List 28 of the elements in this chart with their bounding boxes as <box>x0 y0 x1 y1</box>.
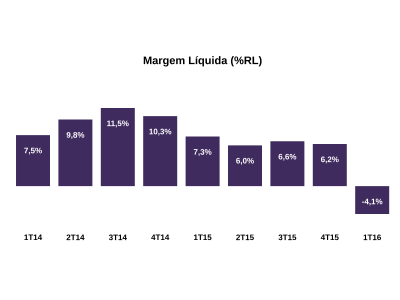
data-label: 6,6% <box>278 154 296 161</box>
x-tick-label: 3T14 <box>108 234 127 240</box>
bar <box>270 141 304 186</box>
bar <box>186 136 220 186</box>
data-label: 6,0% <box>236 158 254 165</box>
data-label: 11,5% <box>107 120 129 128</box>
x-tick-label: 4T15 <box>320 234 339 240</box>
x-tick-label: 1T14 <box>24 234 42 240</box>
bar <box>58 120 92 186</box>
data-label: 9,8% <box>66 132 84 139</box>
bar <box>100 108 135 186</box>
data-label: 10,3% <box>149 128 172 136</box>
data-label: 7,3% <box>194 149 212 156</box>
data-label: 7,5% <box>24 148 42 155</box>
bar <box>16 135 50 186</box>
bar <box>312 144 347 186</box>
x-tick-label: 4T14 <box>151 234 170 240</box>
data-label: 6,2% <box>320 156 339 164</box>
x-tick-label: 1T16 <box>364 234 382 240</box>
bar <box>143 116 178 186</box>
x-tick-label: 2T14 <box>66 234 84 240</box>
bar <box>355 186 390 214</box>
x-tick-label: 3T15 <box>278 234 296 240</box>
x-tick-label: 2T15 <box>236 234 254 240</box>
bar <box>228 145 262 186</box>
chart-title: Margem Líquida (%RL) <box>144 56 262 66</box>
data-label: -4,1% <box>362 198 382 206</box>
x-tick-label: 1T15 <box>194 234 212 240</box>
